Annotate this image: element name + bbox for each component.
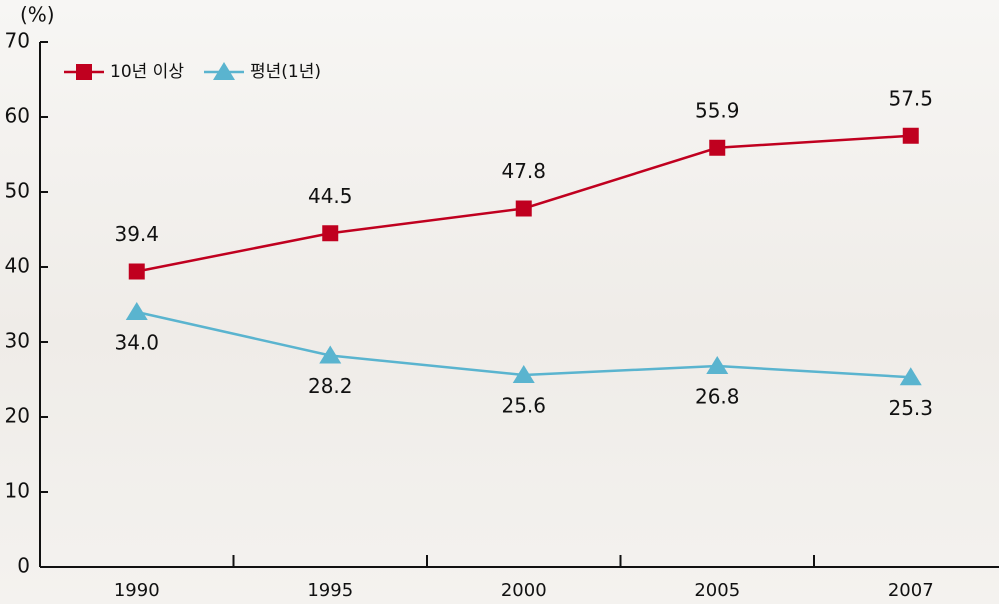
- marker: [76, 64, 92, 80]
- marker: [319, 345, 342, 364]
- marker: [709, 139, 726, 156]
- y-tick-label: 70: [5, 29, 30, 53]
- data-label: 44.5: [308, 184, 353, 208]
- data-label: 25.6: [501, 394, 546, 418]
- y-tick-label: 50: [5, 179, 30, 203]
- data-label: 39.4: [114, 222, 159, 246]
- marker: [515, 200, 532, 217]
- marker: [902, 127, 919, 144]
- x-tick-label: 1995: [307, 580, 353, 601]
- data-label: 55.9: [695, 98, 740, 122]
- marker: [512, 365, 535, 383]
- legend-label: 10년 이상: [110, 62, 184, 82]
- data-label: 57.5: [888, 86, 933, 110]
- data-label: 25.3: [888, 396, 933, 420]
- data-label: 26.8: [695, 385, 740, 409]
- y-tick-label: 60: [5, 104, 30, 128]
- marker: [128, 263, 145, 280]
- y-tick-label: 10: [5, 479, 30, 503]
- marker: [706, 356, 729, 374]
- x-tick-label: 1990: [114, 580, 160, 601]
- x-tick-label: 2000: [501, 580, 547, 601]
- marker: [213, 62, 235, 80]
- data-label: 28.2: [308, 374, 353, 398]
- y-tick-label: 30: [5, 329, 30, 353]
- marker: [125, 302, 148, 320]
- x-tick-label: 2005: [694, 580, 740, 601]
- y-tick-label: 20: [5, 404, 30, 428]
- data-label: 47.8: [501, 159, 546, 183]
- y-tick-label: 40: [5, 254, 30, 278]
- data-label: 34.0: [114, 331, 159, 355]
- legend-label: 평년(1년): [250, 62, 321, 82]
- marker: [322, 225, 339, 242]
- marker: [899, 367, 922, 386]
- x-tick-label: 2007: [888, 580, 934, 601]
- y-unit: (%): [20, 3, 55, 27]
- y-tick-label: 0: [17, 554, 30, 578]
